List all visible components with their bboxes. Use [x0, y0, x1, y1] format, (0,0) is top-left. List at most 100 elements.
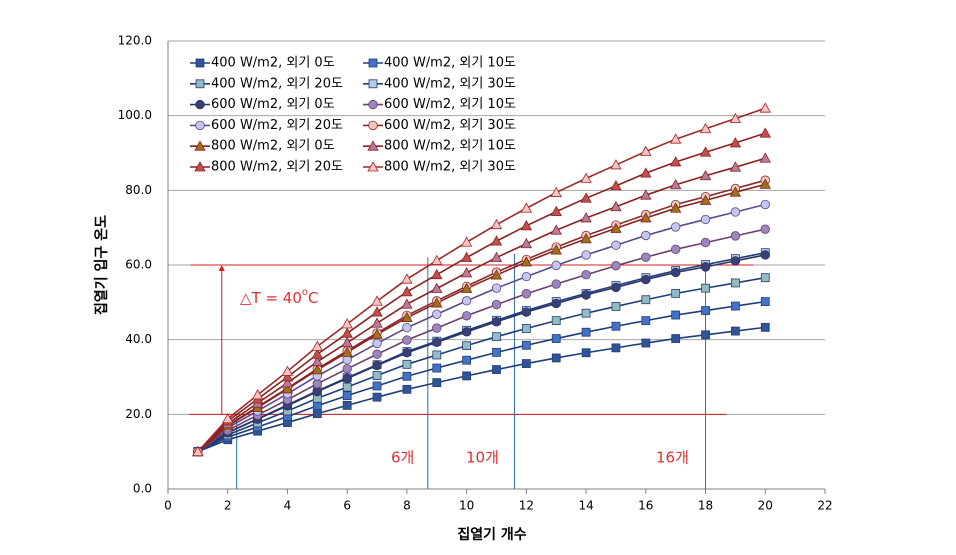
marker — [610, 200, 622, 212]
marker — [521, 271, 532, 282]
marker — [581, 308, 591, 318]
marker — [611, 282, 621, 293]
marker — [731, 278, 740, 288]
marker — [312, 401, 322, 411]
legend-label: 800 W/m2, 외기 20도 — [211, 160, 343, 175]
legend-marker — [368, 58, 378, 68]
marker — [461, 327, 472, 337]
x-tick-label: 18 — [698, 499, 713, 513]
legend-item: 400 W/m2, 외기 30도 — [363, 76, 516, 91]
marker — [759, 102, 771, 113]
x-tick-label: 6 — [343, 499, 351, 513]
x-tick-label: 12 — [519, 499, 534, 513]
marker — [730, 231, 741, 241]
legend-item: 800 W/m2, 외기 20도 — [190, 160, 343, 175]
legend-marker — [195, 58, 205, 68]
marker — [460, 251, 473, 262]
legend-label: 800 W/m2, 외기 0도 — [211, 139, 335, 154]
marker — [581, 327, 591, 337]
marker — [641, 295, 651, 305]
marker — [520, 219, 533, 231]
marker — [550, 224, 562, 235]
marker — [611, 302, 621, 311]
marker — [640, 189, 652, 200]
marker — [342, 355, 352, 365]
marker — [311, 340, 323, 351]
series-line — [197, 228, 766, 453]
marker — [462, 341, 472, 351]
marker — [341, 318, 353, 329]
marker — [760, 224, 770, 234]
marker — [699, 169, 712, 181]
marker — [611, 321, 621, 331]
marker — [670, 133, 682, 144]
marker — [281, 365, 294, 376]
marker — [731, 326, 740, 336]
marker — [490, 218, 503, 230]
series-line — [197, 183, 766, 453]
marker — [372, 371, 382, 380]
marker — [641, 252, 651, 262]
marker — [192, 445, 204, 457]
marker — [521, 324, 531, 333]
marker — [520, 202, 533, 213]
marker — [550, 244, 562, 255]
x-axis-title: 집열기 개수 — [457, 526, 526, 543]
marker — [431, 282, 443, 293]
series-line — [197, 132, 766, 453]
marker — [492, 347, 501, 357]
marker — [640, 212, 652, 223]
marker — [671, 334, 681, 343]
legend-item: 600 W/m2, 외기 20도 — [190, 118, 343, 133]
legend-label: 400 W/m2, 외기 20도 — [211, 76, 343, 91]
marker — [402, 359, 412, 369]
marker — [581, 270, 591, 280]
legend-item: 600 W/m2, 외기 30도 — [363, 118, 516, 133]
legend-label: 600 W/m2, 외기 30도 — [384, 118, 516, 133]
count-label: 6개 — [391, 449, 414, 467]
marker — [431, 254, 443, 265]
marker — [671, 310, 681, 320]
count-label: 16개 — [656, 449, 689, 467]
delta-main: △T = 40 — [240, 289, 302, 307]
marker — [551, 260, 561, 271]
marker — [551, 316, 561, 326]
legend-marker — [367, 140, 379, 151]
marker — [699, 122, 712, 134]
legend-item: 400 W/m2, 외기 0도 — [190, 56, 335, 71]
marker — [581, 290, 591, 300]
marker — [432, 378, 442, 388]
marker — [699, 146, 712, 157]
marker — [760, 297, 770, 306]
marker — [759, 127, 771, 138]
marker — [460, 282, 473, 293]
marker — [490, 269, 503, 280]
marker — [521, 340, 531, 350]
y-tick-label: 0.0 — [133, 482, 152, 496]
marker — [551, 334, 561, 343]
legend-item: 600 W/m2, 외기 0도 — [190, 97, 335, 112]
marker — [342, 373, 352, 384]
marker — [460, 267, 473, 278]
marker — [610, 159, 622, 170]
x-tick-label: 2 — [224, 499, 232, 513]
marker — [311, 364, 323, 375]
marker — [372, 338, 382, 349]
series-line — [197, 326, 766, 453]
marker — [521, 359, 531, 368]
series-line — [197, 276, 766, 453]
marker — [312, 409, 322, 418]
y-tick-label: 20.0 — [125, 407, 152, 421]
series-line — [197, 179, 766, 453]
marker — [551, 298, 561, 309]
marker — [342, 391, 352, 401]
marker — [342, 364, 352, 374]
marker — [431, 268, 443, 280]
marker — [401, 286, 413, 297]
marker — [551, 279, 561, 289]
marker — [760, 322, 770, 332]
marker — [701, 306, 710, 315]
marker — [431, 297, 443, 308]
marker — [402, 348, 412, 358]
